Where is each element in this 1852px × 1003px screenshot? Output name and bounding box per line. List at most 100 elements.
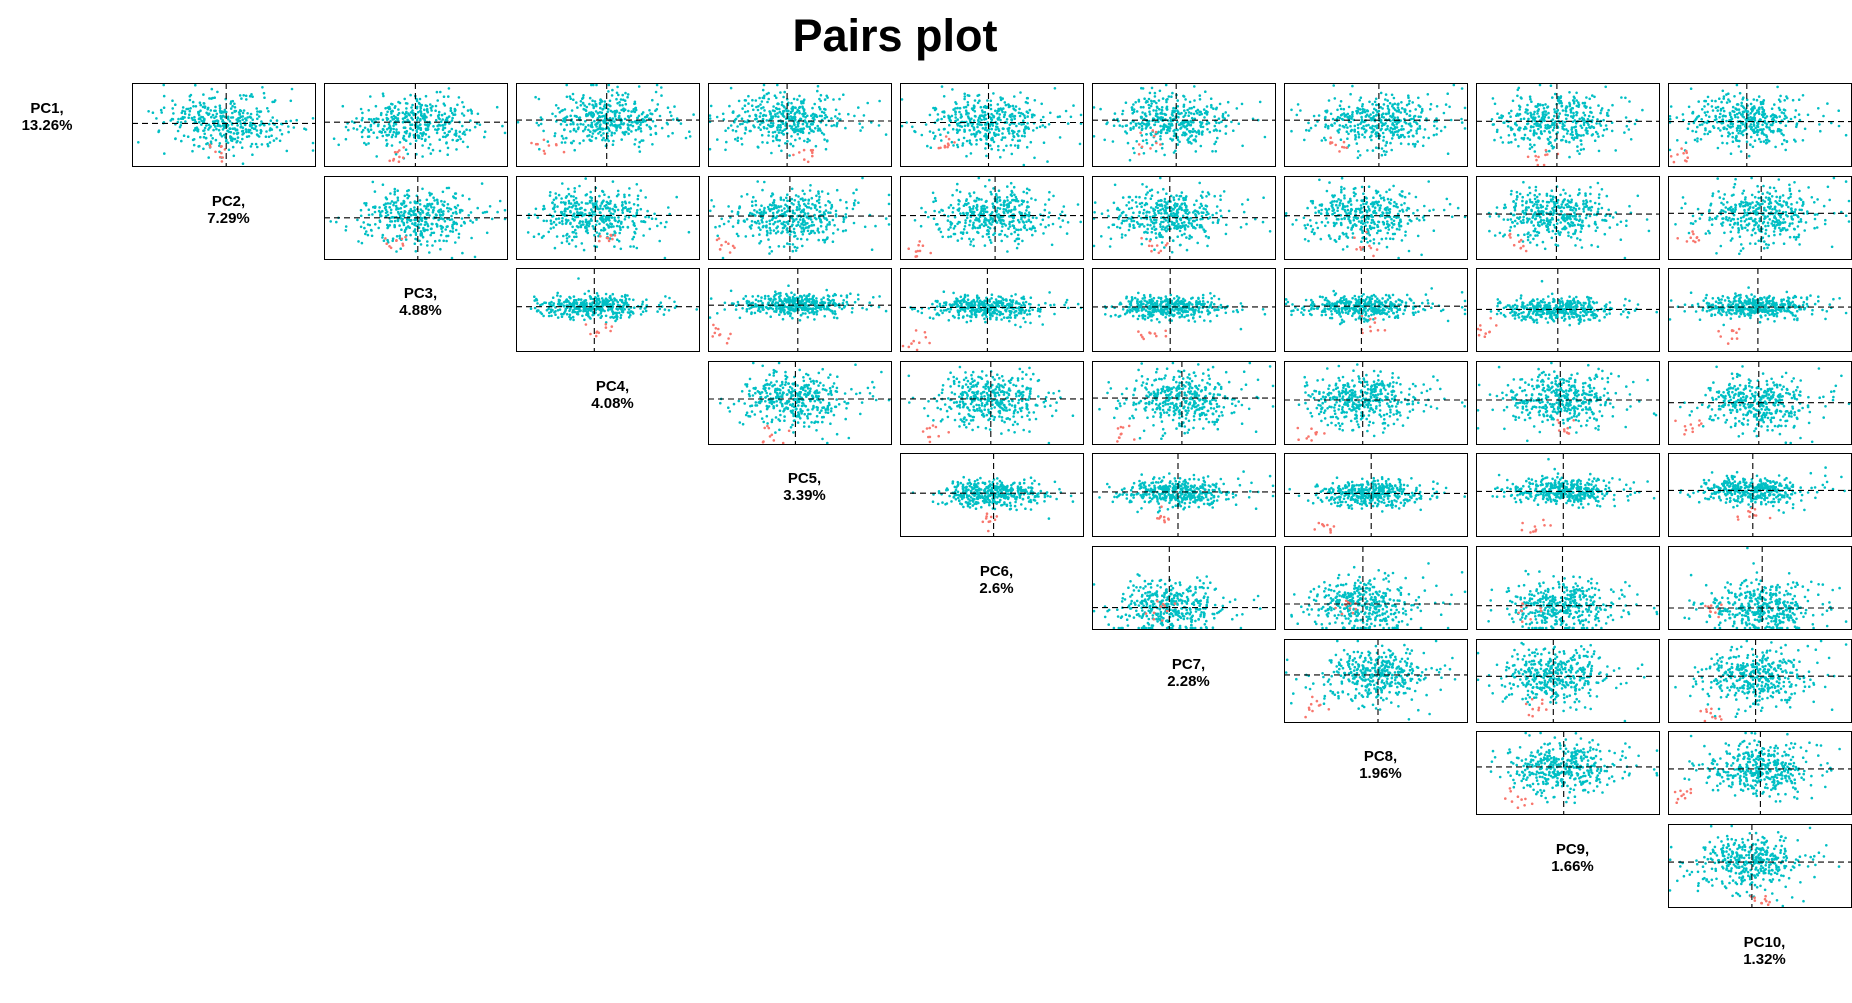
data-point (759, 228, 762, 231)
data-point (449, 107, 453, 110)
data-point (1165, 108, 1169, 111)
outlier-point (1338, 150, 1341, 153)
data-point (478, 123, 482, 126)
data-point (777, 205, 781, 209)
data-point (821, 238, 825, 242)
data-point (766, 231, 769, 235)
data-point (807, 206, 811, 209)
data-point (796, 128, 800, 131)
data-point (563, 128, 566, 132)
data-point (559, 201, 563, 204)
data-point (767, 130, 771, 134)
pc-label-name: PC3, (404, 285, 437, 302)
data-point (1400, 101, 1403, 104)
data-point (1370, 138, 1373, 142)
data-point (1194, 139, 1198, 143)
data-point (750, 200, 754, 203)
data-point (389, 202, 392, 205)
data-point (1373, 107, 1376, 111)
data-point (1099, 107, 1102, 111)
data-point (613, 120, 616, 123)
data-point (250, 142, 254, 146)
data-point (411, 109, 414, 112)
data-point (835, 188, 839, 192)
data-point (724, 148, 727, 152)
data-point (1013, 117, 1016, 121)
data-point (441, 212, 445, 216)
data-point (408, 226, 411, 229)
data-point (830, 124, 833, 128)
data-point (1383, 123, 1386, 126)
data-point (403, 210, 407, 213)
outlier-point (1149, 147, 1152, 150)
data-point (1380, 153, 1384, 157)
data-point (1568, 155, 1571, 159)
data-point (367, 213, 371, 217)
data-point (425, 116, 428, 119)
data-point (1145, 125, 1148, 129)
data-point (1783, 114, 1787, 118)
data-point (610, 131, 614, 134)
data-point (771, 139, 775, 143)
data-point (202, 147, 205, 151)
data-point (1395, 130, 1398, 133)
data-point (197, 145, 200, 148)
data-point (1134, 101, 1137, 104)
data-point (192, 105, 195, 108)
data-point (1140, 124, 1144, 128)
outlier-point (555, 143, 558, 147)
data-point (450, 111, 454, 115)
data-point (780, 231, 783, 235)
data-point (618, 123, 621, 127)
data-point (1529, 129, 1532, 132)
data-point (403, 230, 407, 233)
data-point (1205, 111, 1209, 114)
data-point (932, 131, 935, 135)
data-point (826, 192, 830, 195)
outlier-point (404, 235, 407, 239)
data-point (1511, 99, 1515, 103)
data-point (389, 211, 393, 215)
data-point (1722, 97, 1725, 100)
data-point (1382, 139, 1385, 142)
data-point (932, 106, 935, 110)
data-point (289, 99, 293, 103)
data-point (424, 138, 427, 141)
data-point (1717, 127, 1720, 130)
data-point (1696, 125, 1699, 129)
data-point (760, 121, 764, 124)
data-point (245, 98, 248, 101)
data-point (1783, 109, 1787, 112)
data-point (448, 218, 452, 222)
data-point (1573, 136, 1577, 139)
panel-frame (132, 83, 316, 167)
data-point (809, 184, 812, 187)
data-point (199, 135, 202, 139)
data-point (727, 205, 730, 208)
data-point (420, 137, 424, 141)
data-point (963, 95, 967, 98)
data-point (1779, 94, 1782, 98)
data-point (581, 96, 585, 99)
data-point (965, 154, 968, 158)
data-point (1005, 144, 1008, 148)
data-point (786, 139, 789, 143)
data-point (394, 116, 398, 119)
data-point (1150, 86, 1154, 90)
data-point (413, 206, 416, 209)
data-point (600, 228, 603, 232)
data-point (640, 220, 643, 223)
data-point (606, 206, 610, 209)
data-point (417, 226, 421, 229)
data-point (861, 176, 864, 180)
outlier-point (1669, 155, 1673, 158)
data-point (411, 103, 414, 107)
outlier-point (811, 151, 814, 155)
data-point (599, 98, 602, 101)
data-point (408, 134, 412, 137)
data-point (1600, 109, 1603, 112)
data-point (1753, 116, 1757, 120)
data-point (466, 145, 470, 149)
data-point (429, 113, 433, 117)
data-point (708, 117, 712, 120)
